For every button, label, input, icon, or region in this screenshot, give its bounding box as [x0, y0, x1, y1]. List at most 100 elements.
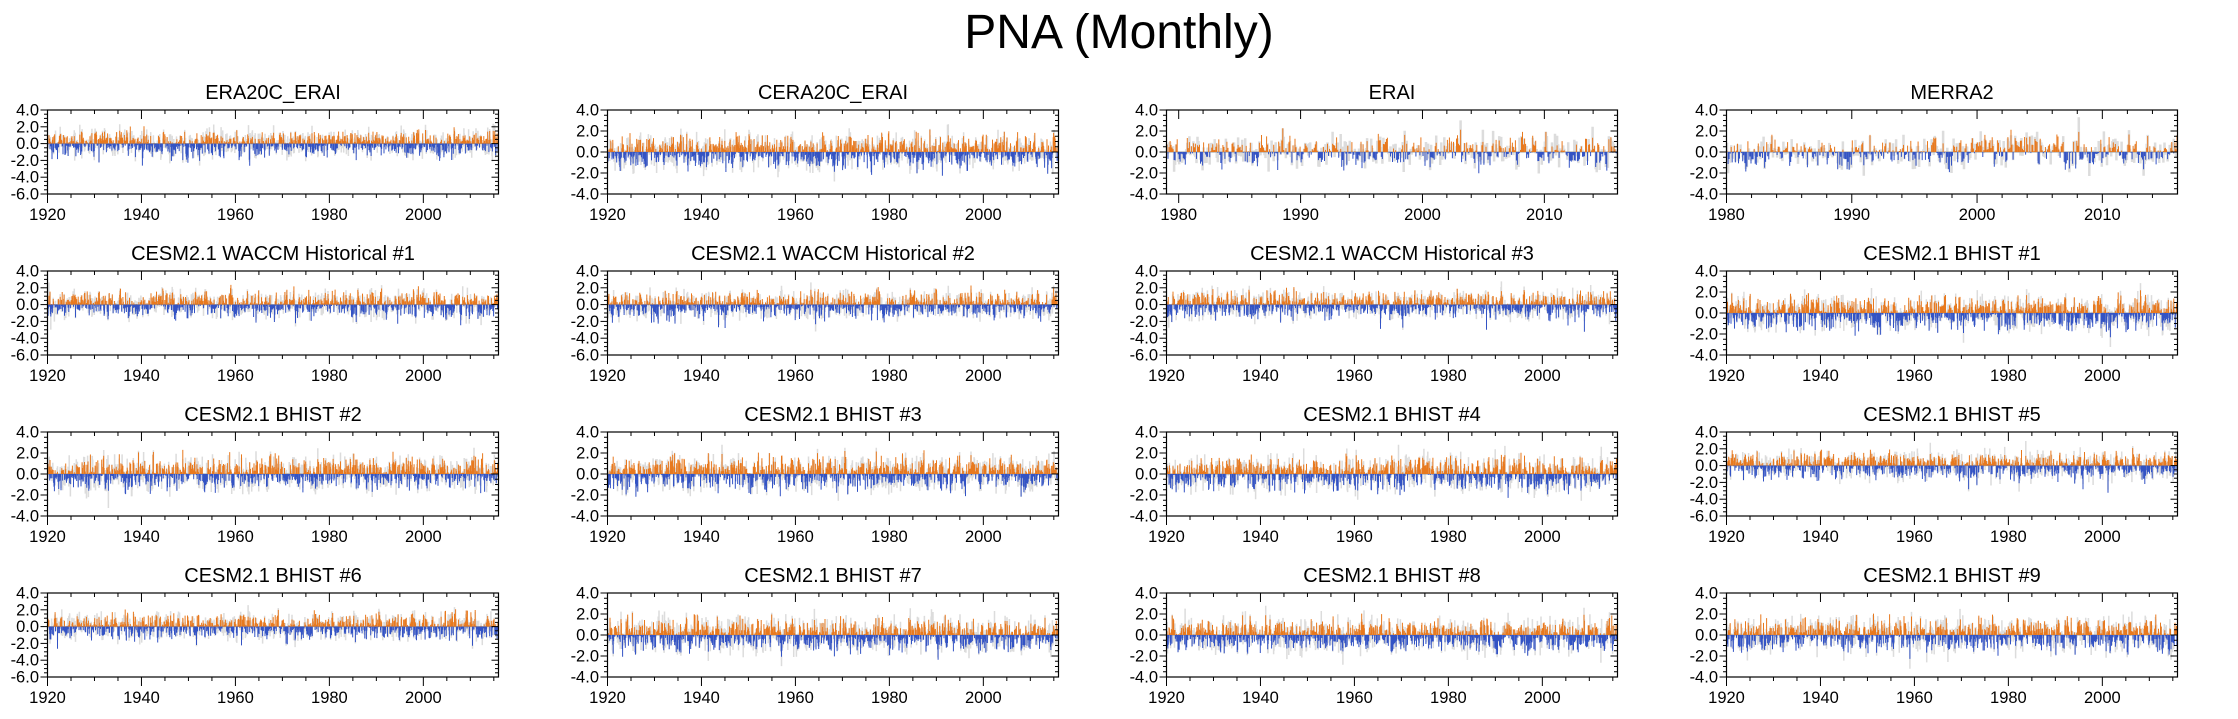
y-tick-label: 0.0 — [16, 466, 39, 484]
x-tick-label: 1960 — [777, 367, 814, 385]
x-tick-label: 2000 — [1524, 528, 1561, 546]
y-tick-label: -6.0 — [1689, 508, 1717, 526]
chart-canvas: CESM2.1 BHIST #3 1920 1940 1960 1980 2000 4.0 2… — [570, 404, 1059, 546]
panel-title: CESM2.1 BHIST #8 — [1303, 565, 1480, 587]
y-tick-label: -4.0 — [1689, 669, 1717, 687]
x-tick-label: 1940 — [1802, 367, 1839, 385]
bars-positive — [607, 129, 1058, 152]
bars-negative — [1725, 635, 2178, 659]
panel-title: CESM2.1 WACCM Historical #2 — [691, 243, 975, 265]
x-tick-label: 2000 — [405, 367, 442, 385]
y-tick-label: -4.0 — [1130, 186, 1158, 204]
x-tick-label: 1980 — [1708, 206, 1745, 224]
y-tick-label: -2.0 — [1130, 487, 1158, 505]
panel-title: MERRA2 — [1910, 82, 1993, 104]
y-tick-label: 0.0 — [1695, 305, 1718, 323]
y-tick-label: -4.0 — [1130, 669, 1158, 687]
panel-cesm2-1-bhist-2: CESM2.1 BHIST #2 1920 1940 1960 1980 2000 4.0 2… — [0, 394, 560, 555]
bars-positive — [1727, 613, 2177, 635]
panel-cesm2-1-bhist-8: CESM2.1 BHIST #8 1920 1940 1960 1980 2000 4.0 2… — [1119, 555, 1679, 716]
y-tick-label: 0.0 — [1695, 144, 1718, 162]
panel-title: CESM2.1 WACCM Historical #3 — [1250, 243, 1534, 265]
x-tick-label: 1940 — [123, 528, 160, 546]
y-tick-label: -4.0 — [570, 186, 598, 204]
x-tick-label: 1980 — [871, 206, 908, 224]
bars-positive — [1725, 448, 2177, 466]
y-tick-label: 4.0 — [16, 585, 39, 603]
axis-ticks — [1719, 431, 2177, 525]
x-tick-label: 1960 — [1896, 689, 1933, 707]
axis-ticks — [40, 270, 499, 364]
bars-positive — [1726, 129, 2177, 152]
x-tick-label: 1940 — [683, 689, 720, 707]
y-tick-label: 2.0 — [1135, 445, 1158, 463]
y-tick-label: -2.0 — [1130, 313, 1158, 331]
x-tick-label: 1980 — [1160, 206, 1197, 224]
x-tick-label: 2000 — [2083, 367, 2120, 385]
bars-negative — [1167, 152, 1618, 174]
panel-cesm2-1-waccm-historical-1: CESM2.1 WACCM Historical #1 1920 1940 1960 1… — [0, 233, 560, 394]
x-tick-label: 1990 — [1282, 206, 1319, 224]
x-tick-label: 1960 — [777, 689, 814, 707]
y-tick-label: 4.0 — [1135, 424, 1158, 442]
x-tick-label: 1980 — [1430, 528, 1467, 546]
bars-positive — [48, 126, 498, 144]
x-tick-label: 1980 — [871, 689, 908, 707]
x-tick-label: 1920 — [589, 367, 626, 385]
chart-canvas: CESM2.1 WACCM Historical #1 1920 1940 1960 1… — [11, 243, 500, 385]
y-tick-label: -2.0 — [570, 165, 598, 183]
y-tick-label: 4.0 — [576, 102, 599, 120]
bars-negative — [47, 474, 499, 495]
x-tick-label: 1920 — [1148, 367, 1185, 385]
y-tick-label: -4.0 — [11, 330, 39, 348]
y-tick-label: -2.0 — [1689, 165, 1717, 183]
panel-title: CESM2.1 BHIST #1 — [1863, 243, 2040, 265]
panel-title: CESM2.1 BHIST #9 — [1863, 565, 2040, 587]
y-tick-label: 0.0 — [16, 296, 39, 314]
y-tick-label: -4.0 — [11, 508, 39, 526]
x-tick-label: 2000 — [405, 528, 442, 546]
x-tick-label: 1960 — [1336, 689, 1373, 707]
chart-canvas: CESM2.1 BHIST #2 1920 1940 1960 1980 2000 4.0 2… — [11, 404, 500, 546]
x-tick-label: 2000 — [964, 367, 1001, 385]
chart-canvas: CESM2.1 BHIST #6 1920 1940 1960 1980 2000 4.02… — [11, 565, 500, 707]
y-tick-label: -2.0 — [11, 487, 39, 505]
x-tick-label: 1920 — [29, 206, 66, 224]
y-tick-label: -2.0 — [570, 648, 598, 666]
x-tick-label: 1980 — [1990, 367, 2027, 385]
chart-canvas: CESM2.1 BHIST #8 1920 1940 1960 1980 2000 4.0 2… — [1130, 565, 1619, 707]
x-tick-label: 1960 — [217, 689, 254, 707]
panel-grid: ERA20C_ERAI 1920 1940 1960 1980 2000 4.0 2.0 0.0… — [0, 72, 2238, 716]
y-tick-label: 4.0 — [1695, 585, 1718, 603]
y-tick-label: -4.0 — [1130, 330, 1158, 348]
y-tick-label: 4.0 — [1135, 263, 1158, 281]
y-tick-label: -2.0 — [1130, 165, 1158, 183]
chart-canvas: CESM2.1 BHIST #5 1920 1940 1960 1980 2000 4.02… — [1689, 404, 2178, 546]
panel-title: ERA20C_ERAI — [205, 82, 341, 104]
y-tick-label: 0.0 — [1135, 466, 1158, 484]
y-tick-label: -2.0 — [1689, 326, 1717, 344]
x-tick-label: 1980 — [871, 367, 908, 385]
y-tick-label: 2.0 — [576, 445, 599, 463]
panel-title: CESM2.1 BHIST #6 — [184, 565, 361, 587]
panel-title: ERAI — [1369, 82, 1416, 104]
x-tick-label: 1980 — [311, 206, 348, 224]
x-tick-label: 1940 — [1242, 528, 1279, 546]
y-tick-label: -4.0 — [570, 669, 598, 687]
x-tick-label: 1990 — [1833, 206, 1870, 224]
plot-frame — [1725, 431, 2178, 517]
x-tick-label: 1960 — [1336, 367, 1373, 385]
y-tick-label: -2.0 — [1689, 474, 1717, 492]
panel-cesm2-1-bhist-1: CESM2.1 BHIST #1 1920 1940 1960 1980 2000 4.0 2… — [1679, 233, 2238, 394]
x-tick-label: 1960 — [1336, 528, 1373, 546]
x-tick-label: 1940 — [1242, 367, 1279, 385]
y-tick-label: 0.0 — [1695, 457, 1718, 475]
x-tick-label: 1940 — [123, 689, 160, 707]
panel-era20c-erai: ERA20C_ERAI 1920 1940 1960 1980 2000 4.0 2.0 0.0… — [0, 72, 560, 233]
y-tick-label: 4.0 — [576, 263, 599, 281]
x-tick-label: 1940 — [683, 367, 720, 385]
x-tick-label: 1960 — [217, 528, 254, 546]
panel-cesm2-1-waccm-historical-2: CESM2.1 WACCM Historical #2 1920 1940 1960 1… — [560, 233, 1120, 394]
y-tick-label: 2.0 — [576, 606, 599, 624]
y-tick-label: 4.0 — [576, 585, 599, 603]
